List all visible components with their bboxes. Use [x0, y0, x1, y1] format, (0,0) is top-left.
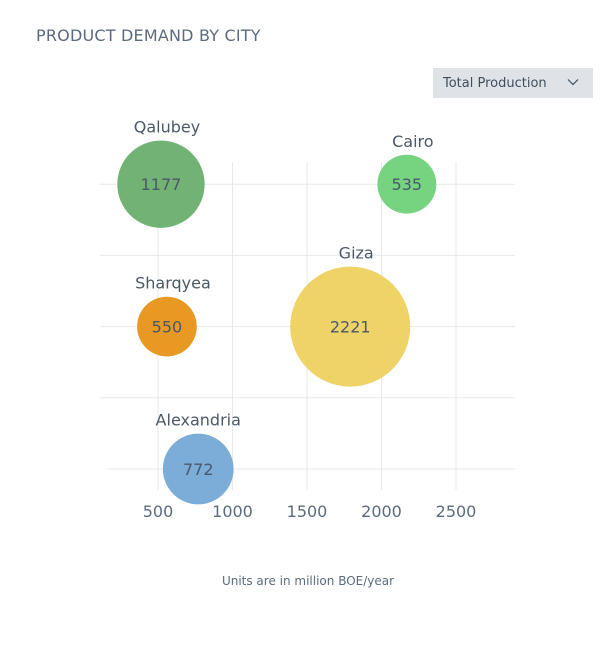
bubble-giza — [290, 266, 411, 387]
bubble-city-label: Alexandria — [156, 411, 241, 430]
chart-title: PRODUCT DEMAND BY CITY — [36, 26, 261, 45]
units-footnote: Units are in million BOE/year — [221, 574, 395, 588]
bubble-value-label: 772 — [183, 460, 214, 479]
dropdown-selected-label: Total Production — [443, 75, 547, 91]
bubble-value-label: 1177 — [141, 175, 182, 194]
bubble-city-label: Qalubey — [134, 118, 200, 137]
bubble-city-label: Sharqyea — [135, 274, 211, 293]
bubble-value-label: 2221 — [330, 318, 371, 337]
bubble-alexandria — [162, 433, 234, 505]
x-tick-label: 2500 — [436, 502, 477, 521]
x-tick-label: 2000 — [361, 502, 402, 521]
bubble-qalubey — [117, 140, 205, 228]
bubble-value-label: 535 — [392, 175, 423, 194]
bubble-city-label: Cairo — [392, 132, 433, 151]
bubble-city-label: Giza — [339, 244, 374, 263]
metric-dropdown[interactable]: Total Production — [433, 68, 593, 98]
x-tick-label: 500 — [143, 502, 174, 521]
bubble-chart: 500 1000 1500 2000 2500 1177 Qalubey 535 Cairo 55… — [100, 118, 515, 521]
x-tick-label: 1000 — [212, 502, 253, 521]
chevron-down-icon — [567, 79, 579, 86]
bubble-value-label: 550 — [152, 318, 183, 337]
bubble-sharqyea — [137, 296, 197, 357]
bubble-cairo — [377, 154, 437, 214]
x-tick-label: 1500 — [287, 502, 328, 521]
